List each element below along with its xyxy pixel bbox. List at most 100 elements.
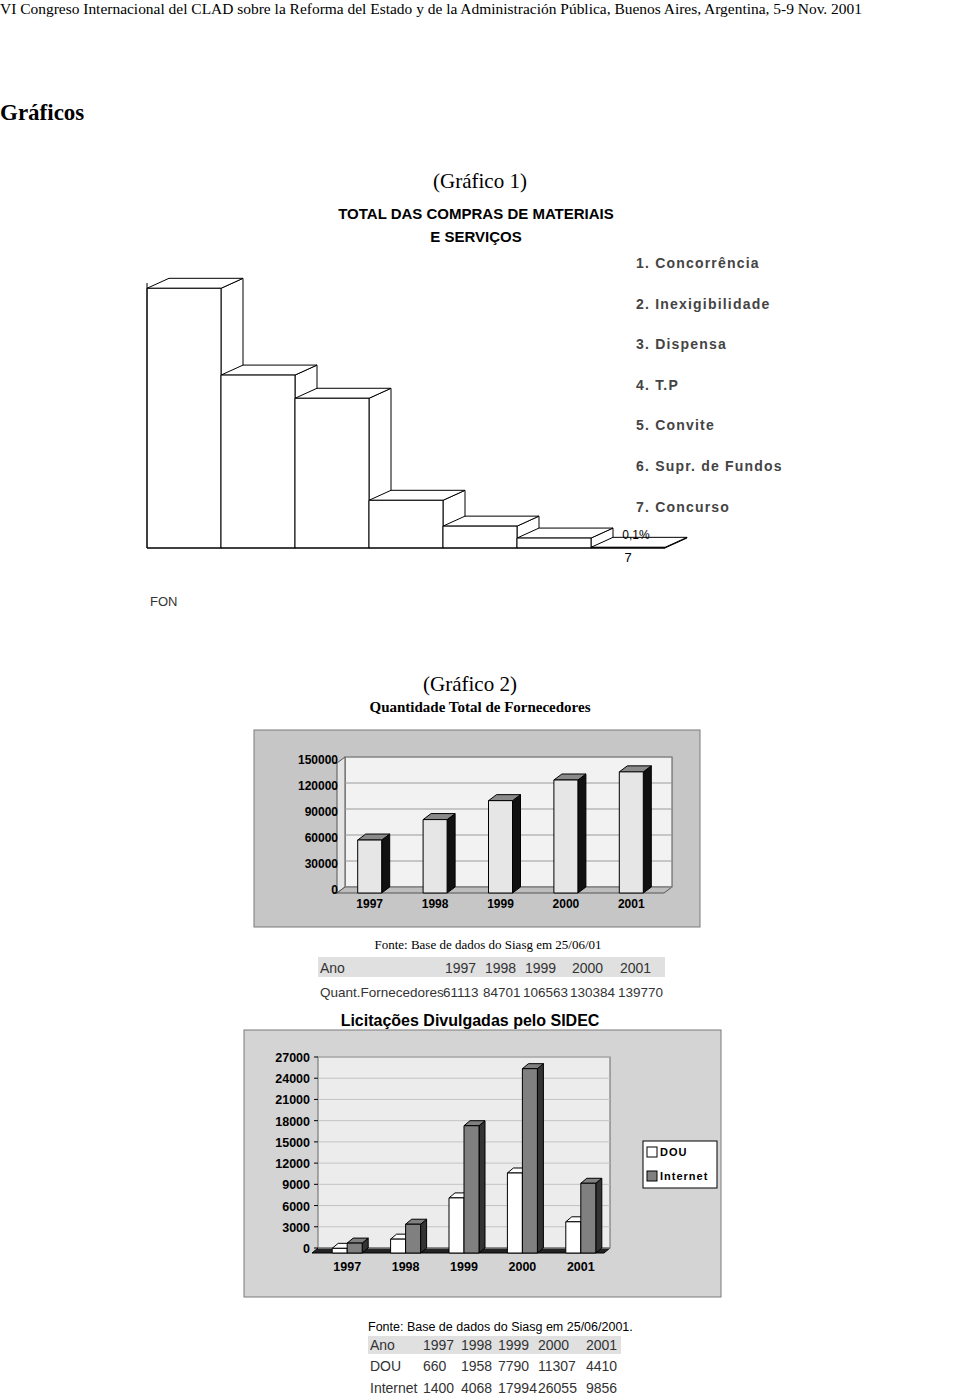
bar (358, 834, 390, 893)
table-header-bg (368, 1336, 621, 1354)
table-cell: 2000 (538, 1337, 569, 1353)
tick-mark (314, 1226, 318, 1227)
bar-side (513, 795, 521, 893)
bar-front (295, 398, 369, 548)
bar-top (464, 1121, 485, 1126)
bar-top (581, 1178, 602, 1183)
y-tick-label: 150000 (298, 753, 338, 767)
bar-top (619, 766, 651, 772)
bar (522, 1064, 543, 1253)
bar (423, 814, 455, 893)
bar-front (391, 1239, 406, 1253)
bar (554, 774, 586, 893)
table-cell: 2001 (620, 960, 651, 976)
y-tick-label: 6000 (282, 1200, 310, 1214)
y-tick-label: 9000 (282, 1178, 310, 1192)
table-cell: DOU (370, 1358, 401, 1374)
grid-line (318, 1078, 610, 1079)
grid-line (318, 1099, 610, 1100)
table-cell: 11307 (538, 1358, 576, 1374)
table-cell: 4068 (461, 1380, 492, 1396)
table-cell: 1997 (423, 1337, 454, 1353)
table-cell: 1998 (485, 960, 516, 976)
bar-top (369, 490, 465, 500)
plot-marks (332, 1064, 602, 1253)
bar-front (449, 1198, 464, 1253)
bar-top (522, 1064, 543, 1069)
legend-item: 7. Concurso (636, 499, 730, 515)
bar-top (221, 365, 317, 375)
table-cell: 26055 (538, 1380, 577, 1396)
y-tick-label: 18000 (275, 1115, 310, 1129)
table-cell: 1997 (445, 960, 476, 976)
axis-line (147, 283, 148, 548)
grid-line (318, 1057, 610, 1058)
x-tick-label: 2001 (567, 1260, 595, 1274)
table-cell: 1400 (423, 1380, 454, 1396)
bar-front (554, 780, 578, 893)
bar-front (147, 288, 221, 548)
bar-front (369, 500, 443, 548)
grid-line (318, 1120, 610, 1121)
bar-top (147, 278, 243, 288)
bar-front (332, 1248, 347, 1253)
bar-top (554, 774, 586, 780)
tick-mark (314, 1078, 318, 1079)
bar-front (464, 1126, 479, 1253)
table-cell: 7790 (498, 1358, 529, 1374)
bar-side (596, 1178, 602, 1253)
table-cell: Ano (320, 960, 345, 976)
table-cell: 1999 (498, 1337, 529, 1353)
x-tick-label: 1997 (333, 1260, 361, 1274)
y-tick-label: 21000 (275, 1093, 310, 1107)
bar (581, 1178, 602, 1253)
legend-item: 4. T.P (636, 377, 679, 393)
x-tick-label: 1999 (450, 1260, 478, 1274)
x-tick-label: 2001 (618, 897, 645, 911)
table-cell: 106563 (523, 985, 568, 1000)
x-tick-label: 7 (624, 550, 631, 565)
table-cell: Quant.Fornecedores (320, 985, 444, 1000)
tick-mark (314, 1163, 318, 1164)
side-wall (337, 757, 345, 893)
bar-top (295, 388, 391, 398)
table-cell: 1998 (461, 1337, 492, 1353)
legend-box (643, 1141, 717, 1188)
x-tick-label: 1997 (356, 897, 383, 911)
y-tick-label: 120000 (298, 779, 338, 793)
bar-front (507, 1173, 522, 1253)
bar-front (619, 772, 643, 893)
y-tick-label: 15000 (275, 1136, 310, 1150)
axis-line (147, 548, 665, 549)
tick-mark (314, 1120, 318, 1121)
x-tick-label: 2000 (508, 1260, 536, 1274)
source: FON (150, 594, 177, 609)
y-tick-label: 0 (331, 883, 338, 897)
chart-title: E SERVIÇOS (430, 228, 521, 245)
table-cell: 130384 (570, 985, 616, 1000)
tick-mark (314, 1099, 318, 1100)
plot-marks (147, 278, 687, 548)
table-cell: 9856 (586, 1380, 617, 1396)
legend-label: Internet (660, 1170, 708, 1182)
y-tick-label: 24000 (275, 1072, 310, 1086)
x-tick-label: 1998 (422, 897, 449, 911)
source: Fonte: Base de dados do Siasg em 25/06/0… (374, 937, 601, 952)
y-tick-label: 60000 (305, 831, 339, 845)
data-label: 0,1% (622, 528, 650, 542)
chart-title: TOTAL DAS COMPRAS DE MATERIAIS (338, 205, 614, 222)
page-header: VI Congreso Internacional del CLAD sobre… (0, 1, 862, 17)
bar-top (423, 814, 455, 820)
legend-item: 5. Convite (636, 417, 715, 433)
bar-front (522, 1069, 537, 1253)
y-tick-label: 3000 (282, 1221, 310, 1235)
heading: Gráficos (0, 100, 84, 125)
table-cell: 17994 (498, 1380, 537, 1396)
bar-front (406, 1224, 421, 1253)
tick-mark (314, 1057, 318, 1058)
bar-front (347, 1243, 362, 1253)
plot-marks (358, 766, 652, 893)
table-header-bg (318, 957, 665, 977)
page: VI Congreso Internacional del CLAD sobre… (0, 0, 960, 1399)
bar (464, 1121, 485, 1253)
